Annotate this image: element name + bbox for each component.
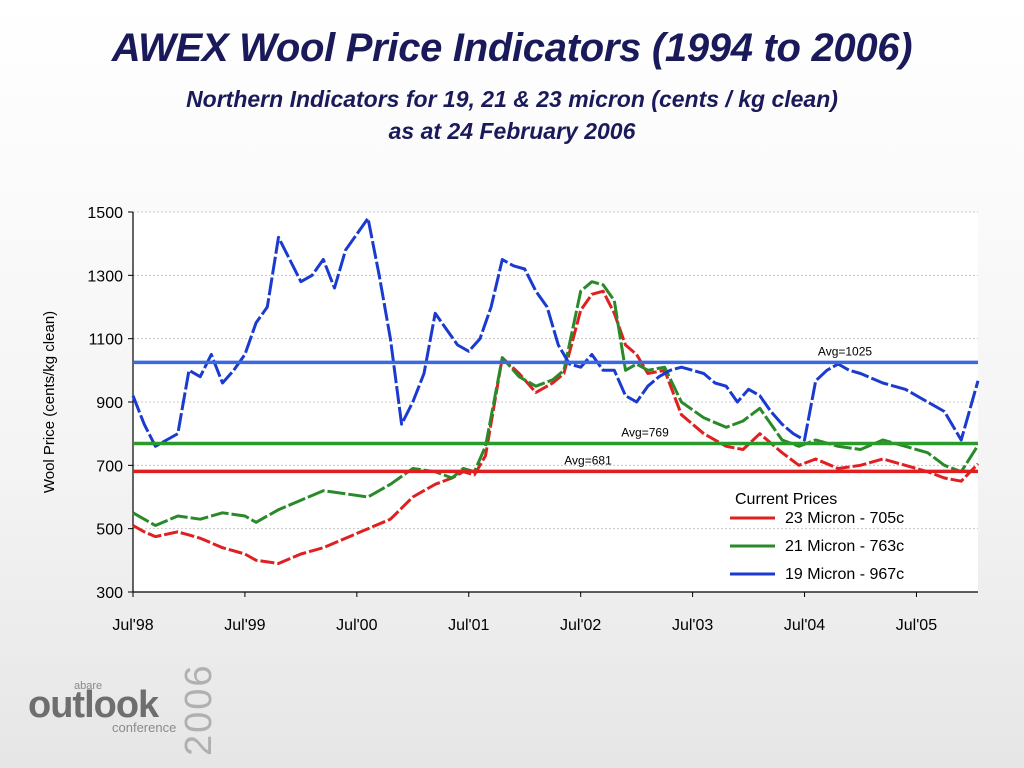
x-tick-label: Jul'00 — [336, 617, 377, 634]
x-tick-label: Jul'03 — [672, 617, 713, 634]
legend-label: 23 Micron - 705c — [785, 510, 904, 527]
x-tick-label: Jul'04 — [784, 617, 825, 634]
average-label: Avg=769 — [621, 425, 669, 439]
logo-outlook-text: outlook — [28, 684, 159, 726]
logo-conference-text: conference — [112, 720, 177, 735]
y-tick-label: 1100 — [89, 332, 124, 349]
series-line — [132, 289, 980, 565]
legend-title: Current Prices — [735, 491, 837, 508]
y-tick-label: 300 — [96, 585, 123, 602]
slide-date: as at 24 February 2006 — [388, 118, 636, 144]
y-tick-label: 900 — [96, 395, 123, 412]
average-label: Avg=681 — [564, 453, 612, 467]
plot-area — [133, 212, 978, 592]
legend-label: 21 Micron - 763c — [785, 538, 904, 555]
y-axis-label: Wool Price (cents/kg clean) — [41, 311, 58, 493]
slide-subtitle: Northern Indicators for 19, 21 & 23 micr… — [186, 86, 838, 112]
x-tick-label: Jul'99 — [224, 617, 265, 634]
y-tick-label: 1300 — [87, 268, 123, 285]
y-tick-label: 700 — [96, 458, 123, 475]
series-line — [132, 280, 980, 527]
x-tick-label: Jul'01 — [448, 617, 489, 634]
y-tick-label: 500 — [96, 522, 123, 539]
average-label: Avg=1025 — [818, 344, 872, 358]
x-tick-label: Jul'02 — [560, 617, 601, 634]
logo-abare-text: abare — [74, 680, 103, 692]
abare-outlook-logo: abare outlook conference 2006 — [28, 663, 228, 758]
x-tick-label: Jul'98 — [112, 617, 153, 634]
y-tick-label: 1500 — [87, 205, 123, 222]
x-tick-label: Jul'05 — [896, 617, 937, 634]
series-line — [131, 216, 980, 448]
slide-title: AWEX Wool Price Indicators (1994 to 2006… — [111, 26, 913, 70]
logo-year-text: 2006 — [178, 663, 220, 756]
legend-label: 19 Micron - 967c — [785, 566, 904, 583]
